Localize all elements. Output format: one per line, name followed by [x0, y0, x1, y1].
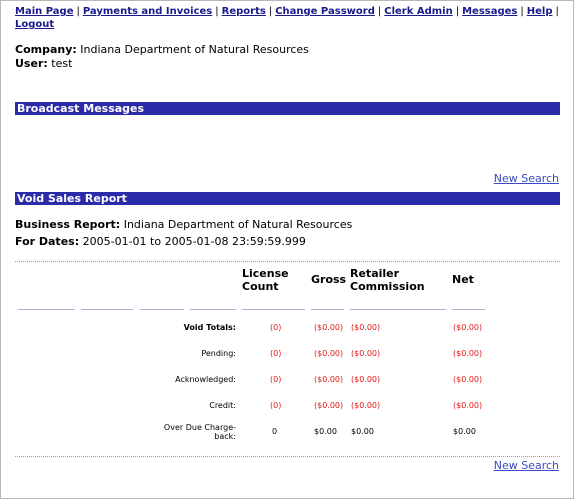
row-pending-commission: ($0.00)	[351, 349, 381, 358]
nav-logout[interactable]: Logout	[15, 19, 55, 30]
row-void-totals-net: ($0.00)	[453, 323, 483, 332]
row-label-credit: Credit:	[209, 401, 236, 410]
divider-bottom	[15, 456, 560, 457]
nav-separator: |	[520, 6, 524, 17]
user-info: User: test	[15, 57, 72, 70]
divider-top	[15, 261, 560, 262]
nav-change-password[interactable]: Change Password	[275, 6, 375, 17]
user-label: User:	[15, 57, 48, 70]
row-credit-gross: ($0.00)	[314, 401, 344, 410]
nav-separator: |	[268, 6, 273, 17]
column-underline	[452, 309, 485, 310]
header-net: Net	[452, 273, 474, 286]
for-dates-label: For Dates:	[15, 235, 80, 248]
new-search-link-bottom[interactable]: New Search	[493, 459, 559, 472]
row-label-over-due-chargeback: Over Due Charge- back:	[163, 423, 236, 441]
nav-messages[interactable]: Messages	[462, 6, 518, 17]
nav-separator: |	[215, 6, 219, 17]
column-underline	[18, 309, 75, 310]
header-gross: Gross	[311, 273, 347, 286]
business-report-label: Business Report:	[15, 218, 121, 231]
column-underline	[140, 309, 184, 310]
nav-payments-and-invoices[interactable]: Payments and Invoices	[82, 6, 213, 17]
new-search-link-top[interactable]: New Search	[493, 172, 559, 185]
column-underline	[242, 309, 305, 310]
column-underline	[81, 309, 133, 310]
row-void-totals-commission: ($0.00)	[351, 323, 381, 332]
nav-separator: |	[455, 6, 460, 17]
row-acknowledged-gross: ($0.00)	[314, 375, 344, 384]
row-credit-commission: ($0.00)	[351, 401, 381, 410]
row-label-void-totals: Void Totals:	[183, 323, 236, 332]
nav-reports[interactable]: Reports	[221, 6, 266, 17]
row-credit-net: ($0.00)	[453, 401, 483, 410]
row-over-due-gross: $0.00	[314, 427, 337, 436]
column-underline	[311, 309, 344, 310]
row-label-pending: Pending:	[201, 349, 236, 358]
row-pending-count: (0)	[270, 349, 282, 358]
row-acknowledged-net: ($0.00)	[453, 375, 483, 384]
business-report-line: Business Report: Indiana Department of N…	[15, 218, 352, 231]
row-void-totals-count: (0)	[270, 323, 282, 332]
for-dates-line: For Dates: 2005-01-01 to 2005-01-08 23:5…	[15, 235, 306, 248]
nav-separator: |	[377, 6, 382, 17]
row-pending-net: ($0.00)	[453, 349, 483, 358]
row-over-due-count: 0	[272, 427, 278, 436]
nav-separator: |	[555, 6, 559, 17]
company-info: Company: Indiana Department of Natural R…	[15, 43, 309, 56]
column-underline	[190, 309, 236, 310]
top-nav: Main Page | Payments and Invoices | Reports |…	[15, 5, 563, 31]
row-void-totals-gross: ($0.00)	[314, 323, 344, 332]
nav-help[interactable]: Help	[526, 6, 553, 17]
void-sales-report-header: Void Sales Report	[15, 192, 560, 205]
for-dates-value: 2005-01-01 to 2005-01-08 23:59:59.999	[82, 235, 306, 248]
row-label-acknowledged: Acknowledged:	[175, 375, 236, 384]
row-acknowledged-count: (0)	[270, 375, 282, 384]
nav-main-page[interactable]: Main Page	[15, 6, 74, 17]
row-over-due-commission: $0.00	[351, 427, 374, 436]
column-underline	[350, 309, 446, 310]
row-credit-count: (0)	[270, 401, 282, 410]
header-license-count: License Count	[242, 267, 289, 293]
company-value: Indiana Department of Natural Resources	[80, 43, 309, 56]
nav-separator: |	[76, 6, 80, 17]
company-label: Company:	[15, 43, 77, 56]
broadcast-messages-header: Broadcast Messages	[15, 102, 560, 115]
business-report-value: Indiana Department of Natural Resources	[123, 218, 353, 231]
nav-clerk-admin[interactable]: Clerk Admin	[384, 6, 453, 17]
header-retailer-commission: Retailer Commission	[350, 267, 425, 293]
row-pending-gross: ($0.00)	[314, 349, 344, 358]
row-over-due-net: $0.00	[453, 427, 476, 436]
user-value: test	[51, 57, 73, 70]
row-acknowledged-commission: ($0.00)	[351, 375, 381, 384]
